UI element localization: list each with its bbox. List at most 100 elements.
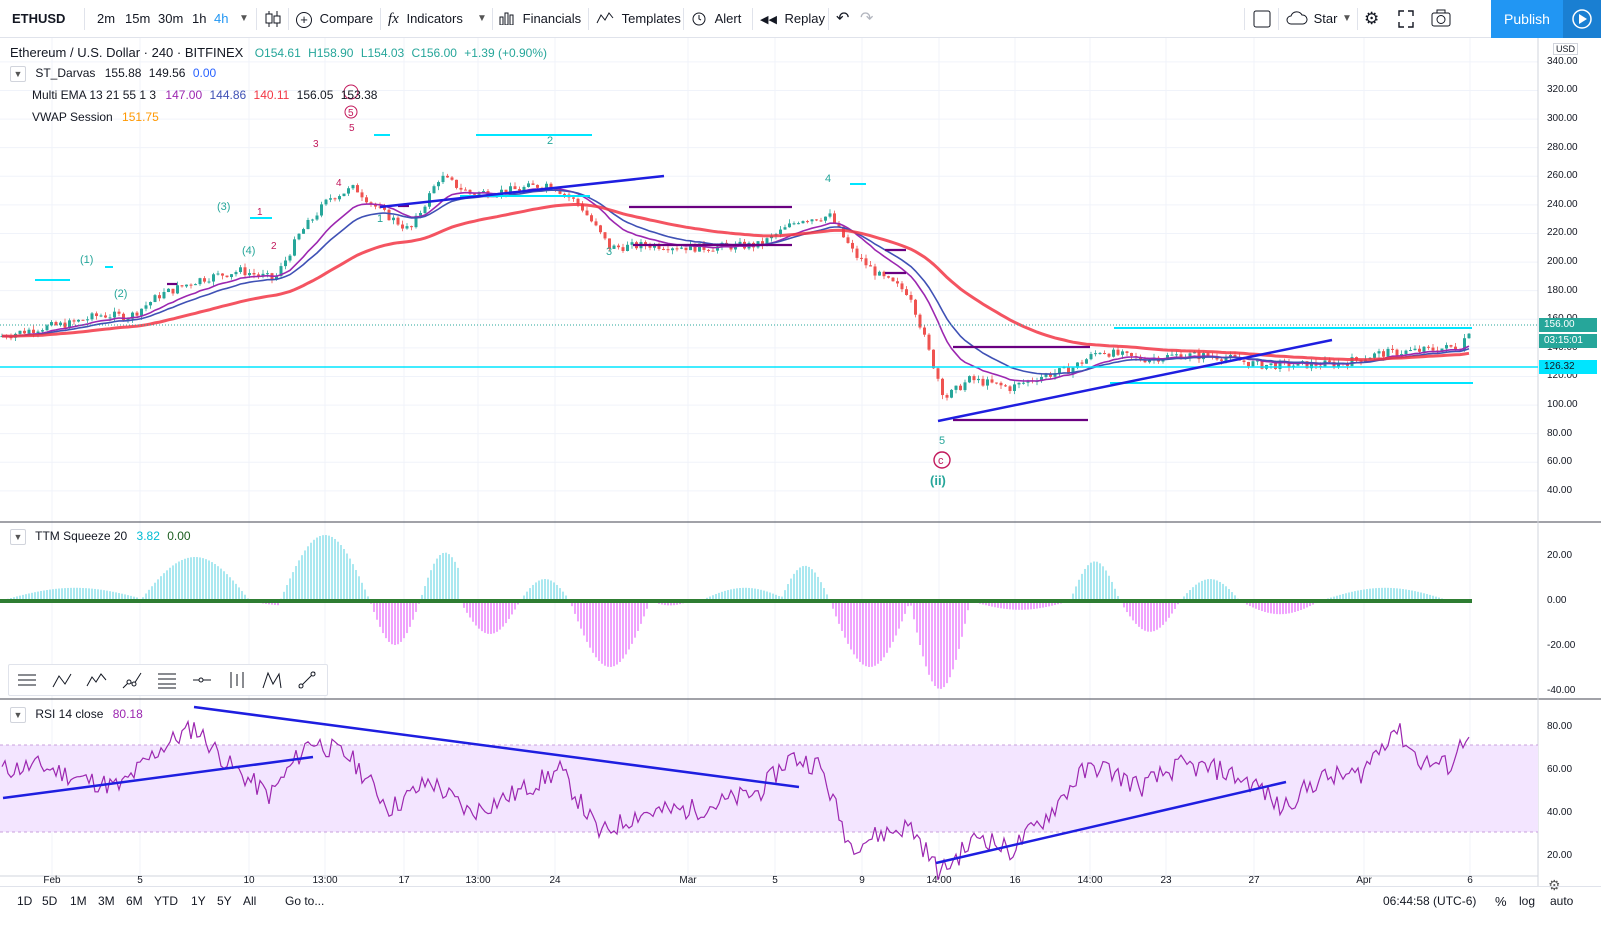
- interval-dropdown-icon[interactable]: ▼: [239, 13, 249, 24]
- price-tick: 120.00: [1547, 370, 1578, 382]
- interval-15m[interactable]: 15m: [125, 11, 151, 26]
- candle-body: [450, 177, 454, 180]
- fullscreen-icon[interactable]: [1397, 0, 1415, 38]
- ttm-legend[interactable]: ▼ TTM Squeeze 20 3.82 0.00: [10, 529, 191, 545]
- candle-body: [995, 382, 998, 384]
- darvas-legend[interactable]: ▼ ST_Darvas 155.88 149.56 0.00: [10, 66, 216, 82]
- elliott-wave-icon[interactable]: [85, 668, 109, 692]
- wave-label: c: [938, 455, 944, 467]
- gridlines: [0, 38, 1538, 876]
- financials-button[interactable]: Financials: [499, 0, 581, 38]
- rsi-trend-line[interactable]: [935, 780, 1287, 865]
- indicators-button[interactable]: fx Indicators: [388, 0, 463, 38]
- camera-icon[interactable]: [1431, 0, 1451, 38]
- candle-body: [950, 389, 953, 398]
- range-1m[interactable]: 1M: [70, 894, 87, 908]
- range-all[interactable]: All: [243, 894, 257, 908]
- range-5y[interactable]: 5Y: [217, 894, 232, 908]
- candle-body: [1197, 352, 1201, 360]
- trend-line[interactable]: [379, 174, 665, 209]
- price-axis[interactable]: USD 340.00 320.00 300.00 280.00 260.00 240.00…: [1539, 38, 1601, 876]
- goto-button[interactable]: Go to...: [285, 894, 325, 908]
- time-axis[interactable]: Feb 5 10 13:00 17 13:00 24 Mar 5 9 14:00 16 14:00 23 2…: [0, 875, 1538, 886]
- candle-body: [986, 379, 989, 386]
- candle-body: [900, 283, 904, 290]
- candle-body: [320, 204, 323, 216]
- log-toggle[interactable]: log: [1519, 894, 1536, 908]
- publish-button[interactable]: Publish: [1491, 0, 1563, 38]
- candle-body: [113, 311, 116, 318]
- redo-icon[interactable]: ↷: [860, 10, 874, 27]
- candle-body: [230, 274, 233, 278]
- ema-legend[interactable]: Multi EMA 13 21 55 1 3 147.00 144.86 140…: [32, 88, 377, 102]
- candle-body: [297, 233, 301, 240]
- indicator-value: 155.88: [104, 66, 142, 81]
- percent-toggle[interactable]: %: [1495, 894, 1507, 909]
- candle-style-icon[interactable]: [264, 0, 282, 38]
- range-5d[interactable]: 5D: [42, 894, 58, 908]
- candle-body: [1449, 345, 1453, 347]
- range-6m[interactable]: 6M: [126, 894, 143, 908]
- ema-55-line: [2, 203, 1470, 362]
- trend-line[interactable]: [937, 338, 1333, 423]
- gear-icon[interactable]: ⚙: [1364, 9, 1380, 28]
- rsi-tick: 20.00: [1547, 850, 1573, 861]
- candle-body: [626, 244, 629, 251]
- candle-body: [1148, 359, 1151, 363]
- replay-button[interactable]: ◀◀ Replay: [760, 0, 825, 38]
- candle-body: [1337, 363, 1340, 367]
- lines-tool-icon[interactable]: [15, 668, 39, 692]
- rsi-trend-line[interactable]: [2, 755, 314, 800]
- candle-body: [396, 217, 400, 225]
- time-tick: 5: [772, 875, 778, 886]
- interval-30m[interactable]: 30m: [158, 11, 184, 26]
- alert-button[interactable]: Alert: [691, 0, 741, 38]
- rsi-legend[interactable]: ▼ RSI 14 close 80.18: [10, 707, 143, 723]
- chart-canvas[interactable]: (1) (2) (3) (4) 1 2 3 4 5 1 2 3 4 5 5 c …: [0, 0, 1601, 886]
- fib-tool-icon[interactable]: [155, 668, 179, 692]
- chart-settings-icon[interactable]: ⚙: [1548, 877, 1561, 893]
- candle-body: [50, 322, 53, 326]
- wave-label: 2: [271, 241, 277, 252]
- rewind-icon: ◀◀: [760, 14, 777, 26]
- range-1y[interactable]: 1Y: [191, 894, 206, 908]
- candle-body: [864, 258, 868, 266]
- candle-body: [896, 281, 899, 284]
- compare-button[interactable]: + Compare: [296, 0, 373, 38]
- interval-1h[interactable]: 1h: [192, 11, 207, 26]
- collapse-legend-icon[interactable]: ▼: [10, 529, 26, 545]
- range-3m[interactable]: 3M: [98, 894, 115, 908]
- auto-toggle[interactable]: auto: [1550, 894, 1574, 908]
- candle-body: [923, 327, 926, 335]
- star-dropdown-icon[interactable]: ▼: [1342, 13, 1352, 24]
- interval-4h[interactable]: 4h: [214, 11, 229, 26]
- indicators-dropdown-icon[interactable]: ▼: [477, 13, 487, 24]
- interval-2m[interactable]: 2m: [97, 11, 116, 26]
- range-1d[interactable]: 1D: [17, 894, 33, 908]
- templates-button[interactable]: Templates: [596, 0, 681, 38]
- range-ytd[interactable]: YTD: [154, 894, 178, 908]
- vwap-legend[interactable]: VWAP Session 151.75: [32, 110, 159, 124]
- abc-pattern-icon[interactable]: [50, 668, 74, 692]
- candle-body: [441, 175, 445, 183]
- play-video-icon[interactable]: [1563, 0, 1601, 38]
- xabcd-pattern-icon[interactable]: [260, 668, 284, 692]
- candle-body: [1278, 360, 1282, 369]
- candle-body: [621, 247, 625, 251]
- candle-body: [1247, 361, 1250, 367]
- star-button[interactable]: Star: [1286, 0, 1337, 38]
- rsi-trend-line[interactable]: [193, 705, 800, 789]
- path-tool-icon[interactable]: [120, 668, 144, 692]
- horizontal-ray-icon[interactable]: [190, 668, 214, 692]
- bars-pattern-icon[interactable]: [225, 668, 249, 692]
- symbol-search[interactable]: ETHUSD: [12, 11, 66, 26]
- collapse-legend-icon[interactable]: ▼: [10, 66, 26, 82]
- undo-icon[interactable]: ↶: [836, 10, 850, 27]
- fullscreen-select-icon[interactable]: [1253, 0, 1271, 38]
- wave-label: (1): [80, 254, 93, 266]
- time-tick: 17: [398, 875, 410, 886]
- collapse-legend-icon[interactable]: ▼: [10, 707, 26, 723]
- candle-body: [1445, 345, 1448, 349]
- trend-line-icon[interactable]: [295, 668, 319, 692]
- candle-body: [288, 255, 292, 261]
